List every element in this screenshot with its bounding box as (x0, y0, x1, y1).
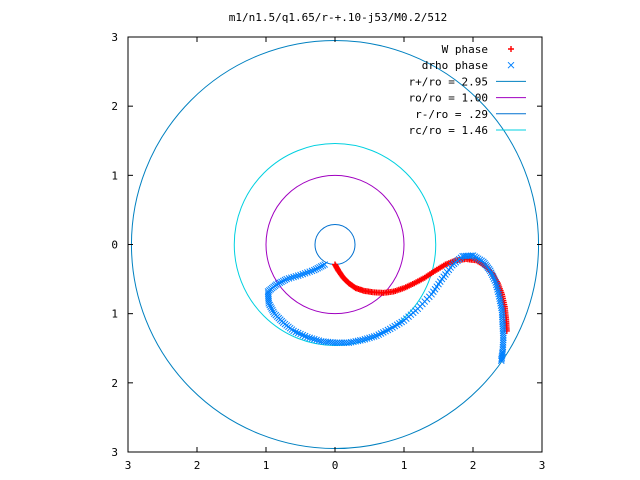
circle-ro-ro (265, 174, 405, 315)
data-point (279, 277, 287, 285)
data-point (487, 269, 495, 277)
data-point (361, 335, 369, 343)
y-tick-label: 1 (111, 308, 118, 321)
data-point (285, 275, 293, 282)
data-point (290, 273, 297, 281)
legend: W phase drho phase r+/ro = 2.95 ro/ro = 1.0… (409, 43, 526, 137)
data-point (283, 275, 291, 283)
data-point (321, 261, 329, 268)
data-point (368, 333, 376, 341)
series-layer (264, 252, 510, 365)
legend-label: r-/ro = .29 (415, 108, 488, 121)
y-tick-label: 2 (111, 377, 118, 390)
data-point (269, 306, 276, 314)
data-point (313, 336, 320, 344)
x-tick-label: 0 (332, 459, 339, 472)
data-point (316, 263, 323, 271)
data-point (498, 355, 505, 363)
data-point (278, 278, 285, 286)
data-point (304, 333, 311, 341)
y-tick-label: 3 (111, 446, 118, 459)
y-tick-label: 2 (111, 100, 118, 113)
data-point (310, 335, 318, 343)
data-point (489, 273, 497, 281)
y-tick-label: 1 (111, 169, 118, 182)
y-tick-label: 3 (111, 31, 118, 44)
legend-label: drho phase (422, 59, 488, 72)
data-point (308, 335, 316, 342)
data-point (490, 275, 498, 282)
data-point (274, 280, 282, 288)
data-point (276, 279, 284, 287)
chart-title: m1/n1.5/q1.65/r-+.10-j53/M0.2/512 (229, 11, 448, 24)
data-point (314, 264, 322, 272)
data-point (317, 263, 325, 270)
data-point (267, 303, 274, 311)
data-point (491, 277, 499, 284)
data-point (306, 334, 314, 342)
series-drho-phase (264, 252, 507, 365)
data-point (306, 268, 314, 276)
x-tick-label: 1 (401, 459, 408, 472)
data-point (287, 274, 295, 282)
legend-label: rc/ro = 1.46 (409, 124, 488, 137)
data-point (366, 334, 373, 342)
data-point (304, 269, 311, 276)
circle-r-ro (314, 223, 356, 266)
data-point (270, 308, 277, 316)
data-point (310, 266, 318, 274)
legend-label: ro/ro = 1.00 (409, 92, 488, 105)
y-tick-label: 0 (111, 239, 118, 252)
data-point (265, 299, 273, 307)
data-point (319, 262, 327, 269)
data-point (301, 269, 309, 277)
x-tick-label: 3 (125, 459, 132, 472)
data-point (281, 276, 289, 284)
data-point (497, 357, 505, 365)
data-point (265, 297, 272, 305)
data-point (363, 335, 371, 342)
data-point (488, 271, 496, 279)
data-point (297, 271, 304, 279)
data-point (359, 336, 366, 344)
data-point (308, 267, 316, 275)
circle-rc-ro (233, 143, 437, 346)
data-point (486, 267, 494, 275)
data-point (266, 301, 274, 309)
data-point (370, 333, 378, 340)
legend-label: W phase (442, 43, 488, 56)
legend-marker-plus (508, 46, 514, 52)
x-tick-label: 2 (194, 459, 201, 472)
data-point (294, 272, 302, 279)
data-point (268, 305, 275, 312)
x-tick-label: 3 (539, 459, 546, 472)
x-tick-label: 1 (263, 459, 270, 472)
data-point (299, 270, 307, 278)
legend-marker-x (507, 61, 515, 69)
legend-label: r+/ro = 2.95 (409, 75, 488, 88)
data-point (312, 265, 320, 273)
x-tick-label: 2 (470, 459, 477, 472)
data-point (292, 272, 300, 280)
